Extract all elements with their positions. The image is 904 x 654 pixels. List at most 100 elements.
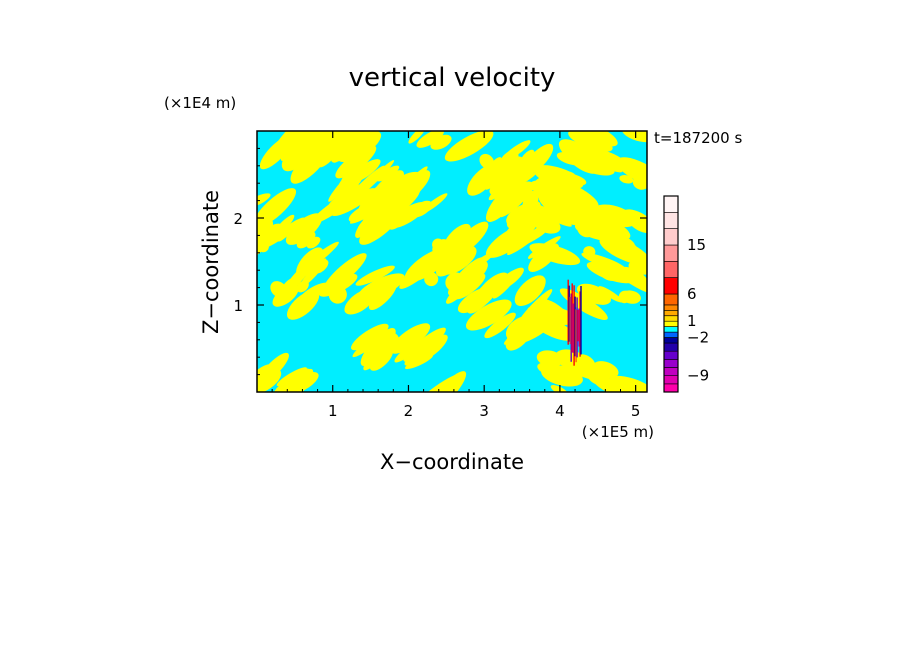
positive-patch	[257, 188, 297, 228]
positive-patch	[507, 223, 548, 255]
colorbar-tick-label: 1	[687, 312, 697, 330]
positive-patch	[506, 200, 541, 229]
positive-patch	[553, 354, 600, 381]
colorbar-swatch	[663, 293, 679, 306]
positive-patch	[343, 131, 386, 158]
x-axis: 1 2 3 4 5	[271, 131, 640, 420]
positive-patch	[429, 371, 467, 392]
colorbar-swatch	[663, 228, 679, 246]
positive-patch	[488, 186, 526, 218]
positive-patch	[478, 157, 511, 187]
colorbar: 15 6 1−2 −9	[663, 195, 709, 393]
positive-patch	[574, 220, 627, 242]
positive-patch	[296, 280, 309, 293]
positive-patch	[593, 361, 619, 379]
positive-patch	[514, 275, 546, 307]
positive-patch	[416, 374, 459, 392]
colorbar-swatch	[663, 212, 679, 229]
colorbar-swatch	[663, 342, 679, 352]
positive-patch	[480, 272, 508, 296]
positive-patch	[501, 156, 526, 179]
positive-patch	[578, 152, 623, 173]
colorbar-tick-label: 15	[687, 236, 706, 254]
positive-patch	[276, 367, 307, 387]
positive-patch	[489, 157, 502, 171]
positive-patch	[618, 266, 647, 288]
positive-patch	[358, 189, 385, 215]
colorbar-swatch	[663, 375, 679, 385]
y-tick-label: 1	[233, 297, 243, 315]
colorbar-swatch	[663, 315, 679, 322]
positive-patch	[403, 327, 446, 362]
colorbar-swatch	[663, 326, 679, 333]
positive-patch	[356, 160, 395, 197]
positive-patch	[573, 142, 603, 154]
positive-patch	[335, 131, 374, 154]
y-unit-label: (×1E4 m)	[164, 94, 236, 112]
positive-patch	[271, 214, 295, 238]
positive-patch	[257, 365, 277, 386]
positive-patch	[285, 372, 319, 392]
positive-patch	[620, 290, 641, 304]
x-tick-label: 4	[555, 402, 565, 420]
positive-patch	[505, 320, 534, 351]
colorbar-swatch	[663, 350, 679, 360]
positive-patch	[568, 131, 618, 147]
positive-patch	[368, 281, 397, 310]
x-tick-label: 2	[404, 402, 414, 420]
positive-patch	[512, 210, 545, 249]
positive-patch	[340, 185, 363, 205]
positive-patch	[344, 289, 376, 315]
positive-patch	[632, 174, 647, 190]
positive-patch	[306, 236, 321, 249]
colorbar-swatch	[663, 320, 679, 327]
positive-patch	[355, 265, 395, 286]
positive-patch	[381, 182, 422, 218]
positive-patch	[598, 262, 622, 281]
positive-patch	[568, 131, 613, 152]
positive-patch	[538, 195, 576, 223]
y-axis-label: Z−coordinate	[199, 190, 223, 334]
colorbar-swatch	[663, 367, 679, 376]
positive-patch	[432, 238, 445, 251]
positive-patch	[444, 131, 494, 162]
positive-patch	[635, 163, 647, 178]
positive-patch	[453, 221, 489, 256]
positive-patch	[566, 192, 607, 221]
positive-patch	[390, 323, 431, 354]
positive-patch	[300, 282, 329, 301]
colorbar-tick-label: −2	[687, 329, 709, 347]
colorbar-tick-label: 6	[687, 285, 697, 303]
positive-patch	[541, 364, 583, 387]
positive-patch	[492, 274, 516, 299]
colorbar-swatch	[663, 260, 679, 278]
positive-patch	[623, 209, 647, 228]
positive-patch	[301, 131, 328, 150]
x-unit-label: (×1E5 m)	[582, 423, 654, 441]
positive-patch	[376, 165, 400, 182]
colorbar-tick-label: −9	[687, 367, 709, 385]
positive-patch	[609, 375, 647, 392]
chart-title: vertical velocity	[349, 63, 556, 93]
time-label: t=187200 s	[654, 129, 742, 147]
colorbar-swatch	[663, 337, 679, 344]
positive-patch	[357, 199, 394, 229]
y-tick-label: 2	[233, 210, 243, 228]
positive-patch	[272, 131, 303, 154]
plot-frame	[256, 130, 648, 393]
positive-patch	[488, 170, 526, 201]
positive-patch	[404, 354, 434, 370]
positive-patch	[385, 213, 402, 229]
positive-patch	[408, 131, 426, 144]
colorbar-frame	[663, 195, 679, 393]
positive-patch	[313, 259, 329, 274]
positive-patch	[534, 244, 575, 261]
positive-patch	[443, 223, 471, 252]
heatmap-field	[257, 131, 647, 392]
positive-patch	[257, 238, 272, 261]
colorbar-swatch	[663, 309, 679, 316]
colorbar-swatch	[663, 195, 679, 213]
positive-patch	[351, 323, 389, 351]
positive-patch	[578, 213, 591, 223]
positive-patch	[556, 152, 586, 166]
